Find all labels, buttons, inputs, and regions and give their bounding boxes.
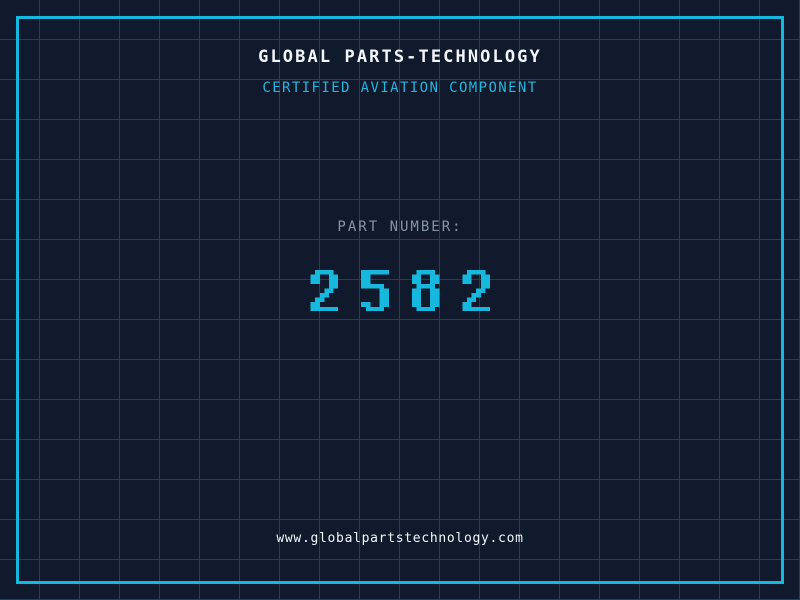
- part-number-value: [0, 270, 800, 330]
- certification-subtitle: CERTIFIED AVIATION COMPONENT: [262, 80, 538, 96]
- website-url: www.globalpartstechnology.com: [276, 531, 524, 546]
- part-number-pixel-digits: [310, 270, 490, 312]
- part-number-label: PART NUMBER:: [337, 219, 463, 235]
- company-title: GLOBAL PARTS-TECHNOLOGY: [258, 47, 542, 67]
